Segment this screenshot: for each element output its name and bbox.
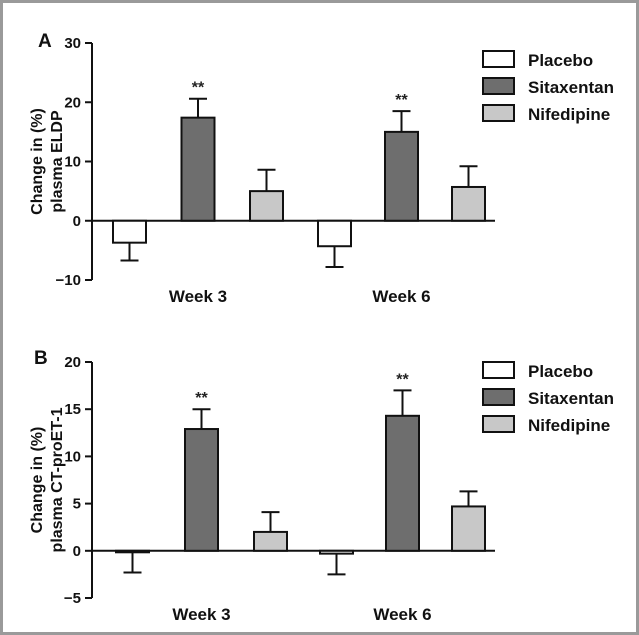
category-label: Week 3 xyxy=(172,605,230,624)
legend-label: Nifedipine xyxy=(528,416,610,435)
y-tick-label: −10 xyxy=(56,272,81,289)
panel-label: A xyxy=(38,31,52,52)
legend-swatch xyxy=(482,361,515,379)
bar-sitaxentan xyxy=(184,428,219,552)
y-tick-label: 0 xyxy=(73,543,81,560)
significance-marker: ** xyxy=(396,371,409,388)
bar-nifedipine xyxy=(451,185,486,222)
bar-sitaxentan xyxy=(180,116,216,222)
bar-nifedipine xyxy=(253,530,288,552)
y-tick-label: 20 xyxy=(64,94,81,111)
legend-label: Sitaxentan xyxy=(528,389,614,408)
y-tick-label: 0 xyxy=(73,213,81,230)
bar-placebo xyxy=(319,549,354,555)
bar-placebo xyxy=(115,549,150,554)
y-tick-label: 10 xyxy=(64,448,81,465)
y-axis-title: Change in (%) xyxy=(29,427,46,534)
y-tick-label: 30 xyxy=(64,35,81,52)
chart-panel-A: A −10 0 10 20 30 Change in (%) plasma ELDP ** Wee… xyxy=(29,31,614,306)
legend-swatch xyxy=(482,77,515,95)
legend-label: Placebo xyxy=(528,51,593,70)
y-tick-label: 20 xyxy=(64,354,81,371)
bar-placebo xyxy=(112,219,147,244)
y-tick-label: 10 xyxy=(64,154,81,171)
significance-marker: ** xyxy=(192,80,205,97)
significance-marker: ** xyxy=(395,92,408,109)
y-axis-title: plasma ELDP xyxy=(49,110,66,213)
bar-sitaxentan xyxy=(385,414,420,552)
category-label: Week 6 xyxy=(372,287,430,306)
legend-swatch xyxy=(482,415,515,433)
legend-label: Sitaxentan xyxy=(528,78,614,97)
category-label: Week 3 xyxy=(169,287,227,306)
bar-placebo xyxy=(317,219,352,248)
bar-sitaxentan xyxy=(384,130,419,222)
chart-panel-B: B −5 0 5 10 15 20 Change in (%) plasma CT-proET-… xyxy=(29,348,614,624)
significance-marker: ** xyxy=(195,390,208,407)
legend-swatch xyxy=(482,104,515,122)
panel-label: B xyxy=(34,348,48,369)
bar-nifedipine xyxy=(249,190,284,222)
category-label: Week 6 xyxy=(373,605,431,624)
bar-nifedipine xyxy=(451,505,486,552)
y-tick-label: −5 xyxy=(64,590,81,607)
legend-swatch xyxy=(482,388,515,406)
y-tick-label: 15 xyxy=(64,401,81,418)
y-tick-label: 5 xyxy=(73,496,81,513)
y-axis-title: Change in (%) xyxy=(29,108,46,215)
legend-label: Placebo xyxy=(528,362,593,381)
legend-label: Nifedipine xyxy=(528,105,610,124)
legend-swatch xyxy=(482,50,515,68)
y-axis-title: plasma CT-proET-1 xyxy=(49,407,66,552)
